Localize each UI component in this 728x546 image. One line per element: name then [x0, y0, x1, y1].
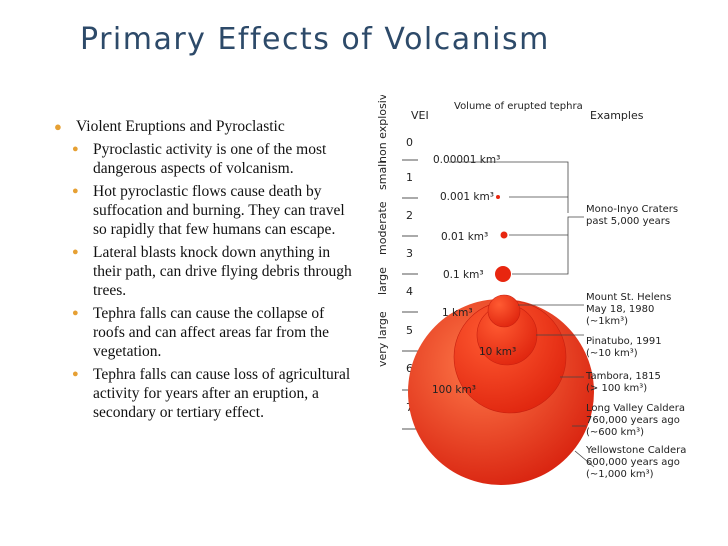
- sub-bullet-text: Lateral blasts knock down anything in th…: [93, 244, 352, 299]
- example-long-valley: Long Valley Caldera 760,000 years ago (~…: [586, 403, 685, 438]
- sub-bullet: ● Pyroclastic activity is one of the mos…: [72, 140, 360, 178]
- svg-text:Mount St. Helens: Mount St. Helens: [586, 292, 671, 303]
- svg-text:past 5,000 years: past 5,000 years: [586, 216, 670, 227]
- sub-bullet-text: Tephra falls can cause loss of agricultu…: [93, 366, 351, 421]
- svg-text:760,000 years ago: 760,000 years ago: [586, 415, 680, 426]
- bullet-icon: ●: [54, 119, 62, 134]
- svg-text:600,000 years ago: 600,000 years ago: [586, 457, 680, 468]
- sub-bullet-text: Tephra falls can cause the collapse of r…: [93, 305, 329, 360]
- example-mono-inyo: Mono-Inyo Craters past 5,000 years: [586, 204, 678, 227]
- svg-text:(~600 km³): (~600 km³): [586, 427, 644, 438]
- example-connectors: [449, 161, 595, 468]
- volume-label: 0.001 km³: [440, 191, 494, 203]
- volume-label: 10 km³: [479, 346, 516, 358]
- sub-bullet: ● Tephra falls can cause the collapse of…: [72, 304, 360, 361]
- volume-label: 1 km³: [442, 307, 473, 319]
- vei-header: VEI: [411, 109, 429, 122]
- category-large: large: [376, 267, 389, 295]
- vei-level: 2: [406, 209, 413, 222]
- sub-bullet: ● Lateral blasts knock down anything in …: [72, 243, 360, 300]
- bullet-main-text: Violent Eruptions and Pyroclastic: [76, 118, 285, 135]
- category-small: small: [376, 161, 389, 190]
- example-tambora: Tambora, 1815 (> 100 km³): [585, 371, 661, 394]
- examples-header: Examples: [590, 109, 644, 122]
- sphere-vei-3: [495, 266, 511, 282]
- vei-level: 4: [406, 285, 413, 298]
- vei-level: 6: [406, 362, 413, 375]
- bullet-icon: ●: [72, 246, 79, 258]
- bullet-main: ● Violent Eruptions and Pyroclastic: [54, 117, 360, 136]
- svg-text:Tambora, 1815: Tambora, 1815: [585, 371, 661, 382]
- vei-diagram: VEI Volume of erupted tephra Examples no…: [376, 95, 686, 485]
- sub-bullet-text: Pyroclastic activity is one of the most …: [93, 141, 327, 177]
- vei-separators: [402, 159, 418, 430]
- volume-label: 0.01 km³: [441, 231, 488, 243]
- svg-text:May 18, 1980: May 18, 1980: [586, 304, 654, 315]
- category-non-explosive: non explosive: [376, 95, 389, 163]
- svg-text:(~1km³): (~1km³): [586, 316, 628, 327]
- sphere-vei-2: [500, 231, 508, 239]
- svg-text:(> 100 km³): (> 100 km³): [586, 383, 647, 394]
- volume-header: Volume of erupted tephra: [454, 101, 583, 112]
- svg-text:(~10 km³): (~10 km³): [586, 348, 638, 359]
- bullet-icon: ●: [72, 143, 79, 155]
- volume-label: 0.1 km³: [443, 269, 484, 281]
- bullet-icon: ●: [72, 307, 79, 319]
- svg-text:Long Valley Caldera: Long Valley Caldera: [586, 403, 685, 414]
- svg-text:Yellowstone Caldera: Yellowstone Caldera: [585, 445, 686, 456]
- example-st-helens: Mount St. Helens May 18, 1980 (~1km³): [586, 292, 671, 327]
- volume-label: 100 km³: [432, 384, 476, 396]
- category-moderate: moderate: [376, 201, 389, 255]
- svg-text:Mono-Inyo Craters: Mono-Inyo Craters: [586, 204, 678, 215]
- sub-bullet: ● Hot pyroclastic flows cause death by s…: [72, 182, 360, 239]
- sphere-vei-1: [496, 195, 500, 199]
- vei-level: 0: [406, 136, 413, 149]
- bullet-icon: ●: [72, 185, 79, 197]
- sub-bullet-text: Hot pyroclastic flows cause death by suf…: [93, 183, 345, 238]
- example-yellowstone: Yellowstone Caldera 600,000 years ago (~…: [585, 445, 686, 480]
- slide-title: Primary Effects of Volcanism: [80, 22, 550, 57]
- category-very-large: very large: [376, 311, 389, 367]
- svg-text:Pinatubo, 1991: Pinatubo, 1991: [586, 336, 662, 347]
- vei-level: 5: [406, 324, 413, 337]
- example-pinatubo: Pinatubo, 1991 (~10 km³): [586, 336, 662, 359]
- sub-bullet: ● Tephra falls can cause loss of agricul…: [72, 365, 360, 422]
- bullet-icon: ●: [72, 368, 79, 380]
- svg-text:(~1,000 km³): (~1,000 km³): [586, 469, 654, 480]
- vei-level: 1: [406, 171, 413, 184]
- sphere-vei-4: [487, 294, 521, 328]
- bullet-list: ● Violent Eruptions and Pyroclastic ● Py…: [54, 117, 360, 422]
- vei-level: 3: [406, 247, 413, 260]
- volume-label: 0.00001 km³: [433, 154, 500, 166]
